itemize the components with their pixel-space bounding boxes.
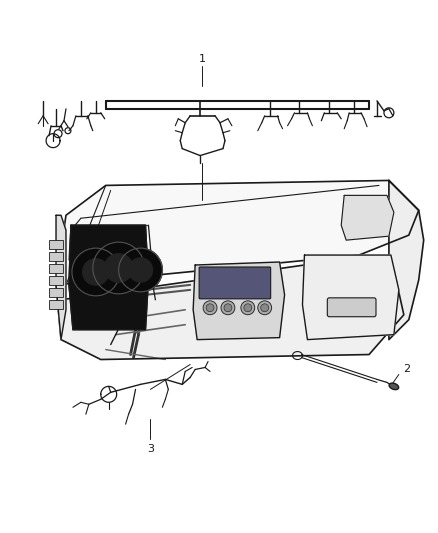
Bar bbox=[49, 276, 63, 285]
Polygon shape bbox=[56, 181, 419, 285]
Polygon shape bbox=[389, 181, 424, 340]
Circle shape bbox=[206, 304, 214, 312]
Polygon shape bbox=[303, 255, 399, 340]
Circle shape bbox=[221, 301, 235, 315]
Polygon shape bbox=[341, 196, 394, 240]
Text: 2: 2 bbox=[403, 365, 410, 375]
Bar bbox=[49, 252, 63, 261]
Bar bbox=[49, 240, 63, 249]
Text: 3: 3 bbox=[147, 444, 154, 454]
Polygon shape bbox=[193, 262, 285, 340]
Polygon shape bbox=[56, 215, 66, 340]
Circle shape bbox=[244, 304, 252, 312]
Circle shape bbox=[224, 304, 232, 312]
Circle shape bbox=[119, 248, 162, 292]
Bar bbox=[49, 288, 63, 297]
Circle shape bbox=[93, 242, 145, 294]
FancyBboxPatch shape bbox=[199, 267, 271, 299]
FancyBboxPatch shape bbox=[327, 298, 376, 317]
Circle shape bbox=[104, 254, 133, 282]
Circle shape bbox=[203, 301, 217, 315]
Circle shape bbox=[258, 301, 272, 315]
Bar bbox=[49, 300, 63, 309]
Circle shape bbox=[83, 259, 109, 285]
Circle shape bbox=[241, 301, 255, 315]
Polygon shape bbox=[69, 225, 148, 330]
Ellipse shape bbox=[389, 383, 399, 390]
Polygon shape bbox=[56, 260, 404, 360]
Circle shape bbox=[261, 304, 268, 312]
Circle shape bbox=[128, 258, 152, 282]
Bar bbox=[49, 264, 63, 273]
Circle shape bbox=[72, 248, 120, 296]
Text: 1: 1 bbox=[198, 54, 205, 64]
